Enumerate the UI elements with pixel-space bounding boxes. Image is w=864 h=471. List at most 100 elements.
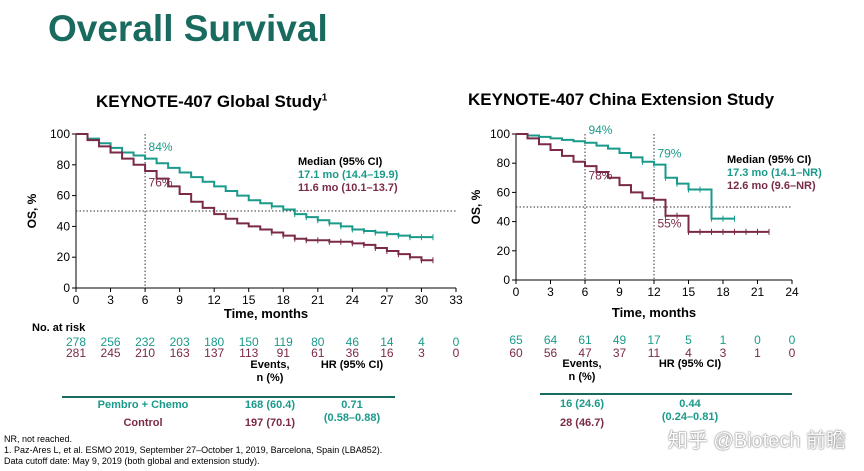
footnote-reference: 1. Paz-Ares L, et al. ESMO 2019, Septemb… [4,445,383,455]
x-tick-label: 21 [311,293,325,307]
at-risk-value: 16 [380,346,394,360]
at-risk-value: 91 [277,346,291,360]
x-axis-label: Time, months [612,305,696,320]
series-line-pembro [516,133,735,220]
at-risk-value: 4 [685,346,692,360]
table-hr-value: 0.44 [679,398,701,410]
x-tick-label: 3 [547,285,554,299]
table-ci-value: (0.58–0.88) [324,412,381,424]
median-value: 11.6 mo (10.1–13.7) [298,182,398,194]
x-axis-label: Time, months [224,306,308,321]
table-hr-value: 0.71 [341,399,362,411]
x-tick-label: 12 [647,285,661,299]
at-risk-value: 0 [754,333,761,347]
y-tick-label: 40 [57,219,71,233]
table-row-label: Pembro + Chemo [98,399,189,411]
x-tick-label: 24 [785,285,799,299]
table-header-events: n (%) [569,371,596,383]
at-risk-value: 46 [346,335,360,349]
at-risk-value: 180 [204,335,224,349]
rate-annotation: 84% [149,140,173,154]
y-tick-label: 40 [497,215,511,229]
median-value: 17.1 mo (14.4–19.9) [298,169,399,181]
table-events-value: 16 (24.6) [560,398,604,410]
at-risk-value: 5 [685,333,692,347]
x-tick-label: 6 [582,285,589,299]
footnote-cutoff: Data cutoff date: May 9, 2019 (both glob… [4,456,260,466]
rate-annotation: 55% [657,216,681,230]
watermark: 知乎 @Biotech 前瞻 [667,430,846,452]
at-risk-value: 61 [578,333,592,347]
median-header: Median (95% CI) [727,154,812,166]
at-risk-value: 11 [648,346,661,360]
y-tick-label: 80 [57,158,71,172]
at-risk-value: 3 [418,346,425,360]
table-events-value: 28 (46.7) [560,417,604,429]
x-tick-label: 18 [277,293,291,307]
at-risk-value: 150 [239,335,259,349]
y-tick-label: 100 [490,127,510,141]
x-tick-label: 9 [176,293,183,307]
table-ci-value: (0.24–0.81) [662,411,719,423]
at-risk-value: 36 [346,346,360,360]
at-risk-value: 210 [135,346,155,360]
at-risk-value: 203 [170,335,190,349]
at-risk-value: 4 [418,335,425,349]
x-tick-label: 30 [415,293,429,307]
x-tick-label: 15 [682,285,696,299]
x-tick-label: 0 [73,293,80,307]
x-tick-label: 15 [242,293,256,307]
rate-annotation: 94% [588,123,612,137]
page-title: Overall Survival [48,8,328,49]
global-study-title: KEYNOTE-407 Global Study1 [96,92,327,112]
at-risk-value: 137 [204,346,224,360]
rate-annotation: 76% [149,175,173,189]
at-risk-value: 119 [274,335,293,349]
y-tick-label: 100 [50,127,70,141]
table-row-label: Control [123,417,162,429]
y-tick-label: 20 [497,244,511,258]
at-risk-value: 37 [613,346,627,360]
table-header-hr: HR (95% CI) [659,358,722,370]
at-risk-value: 61 [311,346,325,360]
y-tick-label: 60 [497,185,511,199]
table-events-value: 197 (70.1) [245,417,295,429]
at-risk-value: 49 [613,333,627,347]
global-study-title-text: KEYNOTE-407 Global Study [96,92,322,111]
y-tick-label: 20 [57,250,71,264]
at-risk-value: 0 [453,346,460,360]
x-tick-label: 3 [107,293,114,307]
table-events-value: 168 (60.4) [245,399,295,411]
x-tick-label: 18 [716,285,730,299]
at-risk-value: 163 [170,346,190,360]
y-tick-label: 0 [503,273,510,287]
y-tick-label: 0 [63,281,70,295]
at-risk-value: 1 [754,346,761,360]
at-risk-value: 14 [380,335,394,349]
footnote-nr: NR, not reached. [4,434,73,444]
x-tick-label: 9 [616,285,623,299]
x-tick-label: 6 [142,293,149,307]
y-axis-label: OS, % [469,189,483,224]
china-study-title: KEYNOTE-407 China Extension Study [468,90,775,109]
at-risk-value: 65 [509,333,523,347]
at-risk-value: 0 [789,333,796,347]
at-risk-value: 47 [578,346,592,360]
x-tick-label: 33 [449,293,463,307]
x-tick-label: 0 [513,285,520,299]
at-risk-value: 0 [453,335,460,349]
at-risk-value: 56 [544,346,558,360]
at-risk-value: 60 [509,346,523,360]
x-tick-label: 24 [346,293,360,307]
at-risk-value: 64 [544,333,558,347]
median-header: Median (95% CI) [298,156,383,168]
y-tick-label: 80 [497,156,511,170]
at-risk-value: 232 [135,335,155,349]
at-risk-value: 278 [66,335,86,349]
at-risk-value: 80 [311,335,325,349]
y-axis-label: OS, % [25,193,39,228]
at-risk-value: 245 [101,346,121,360]
at-risk-value: 0 [789,346,796,360]
table-header-events: n (%) [257,372,284,384]
